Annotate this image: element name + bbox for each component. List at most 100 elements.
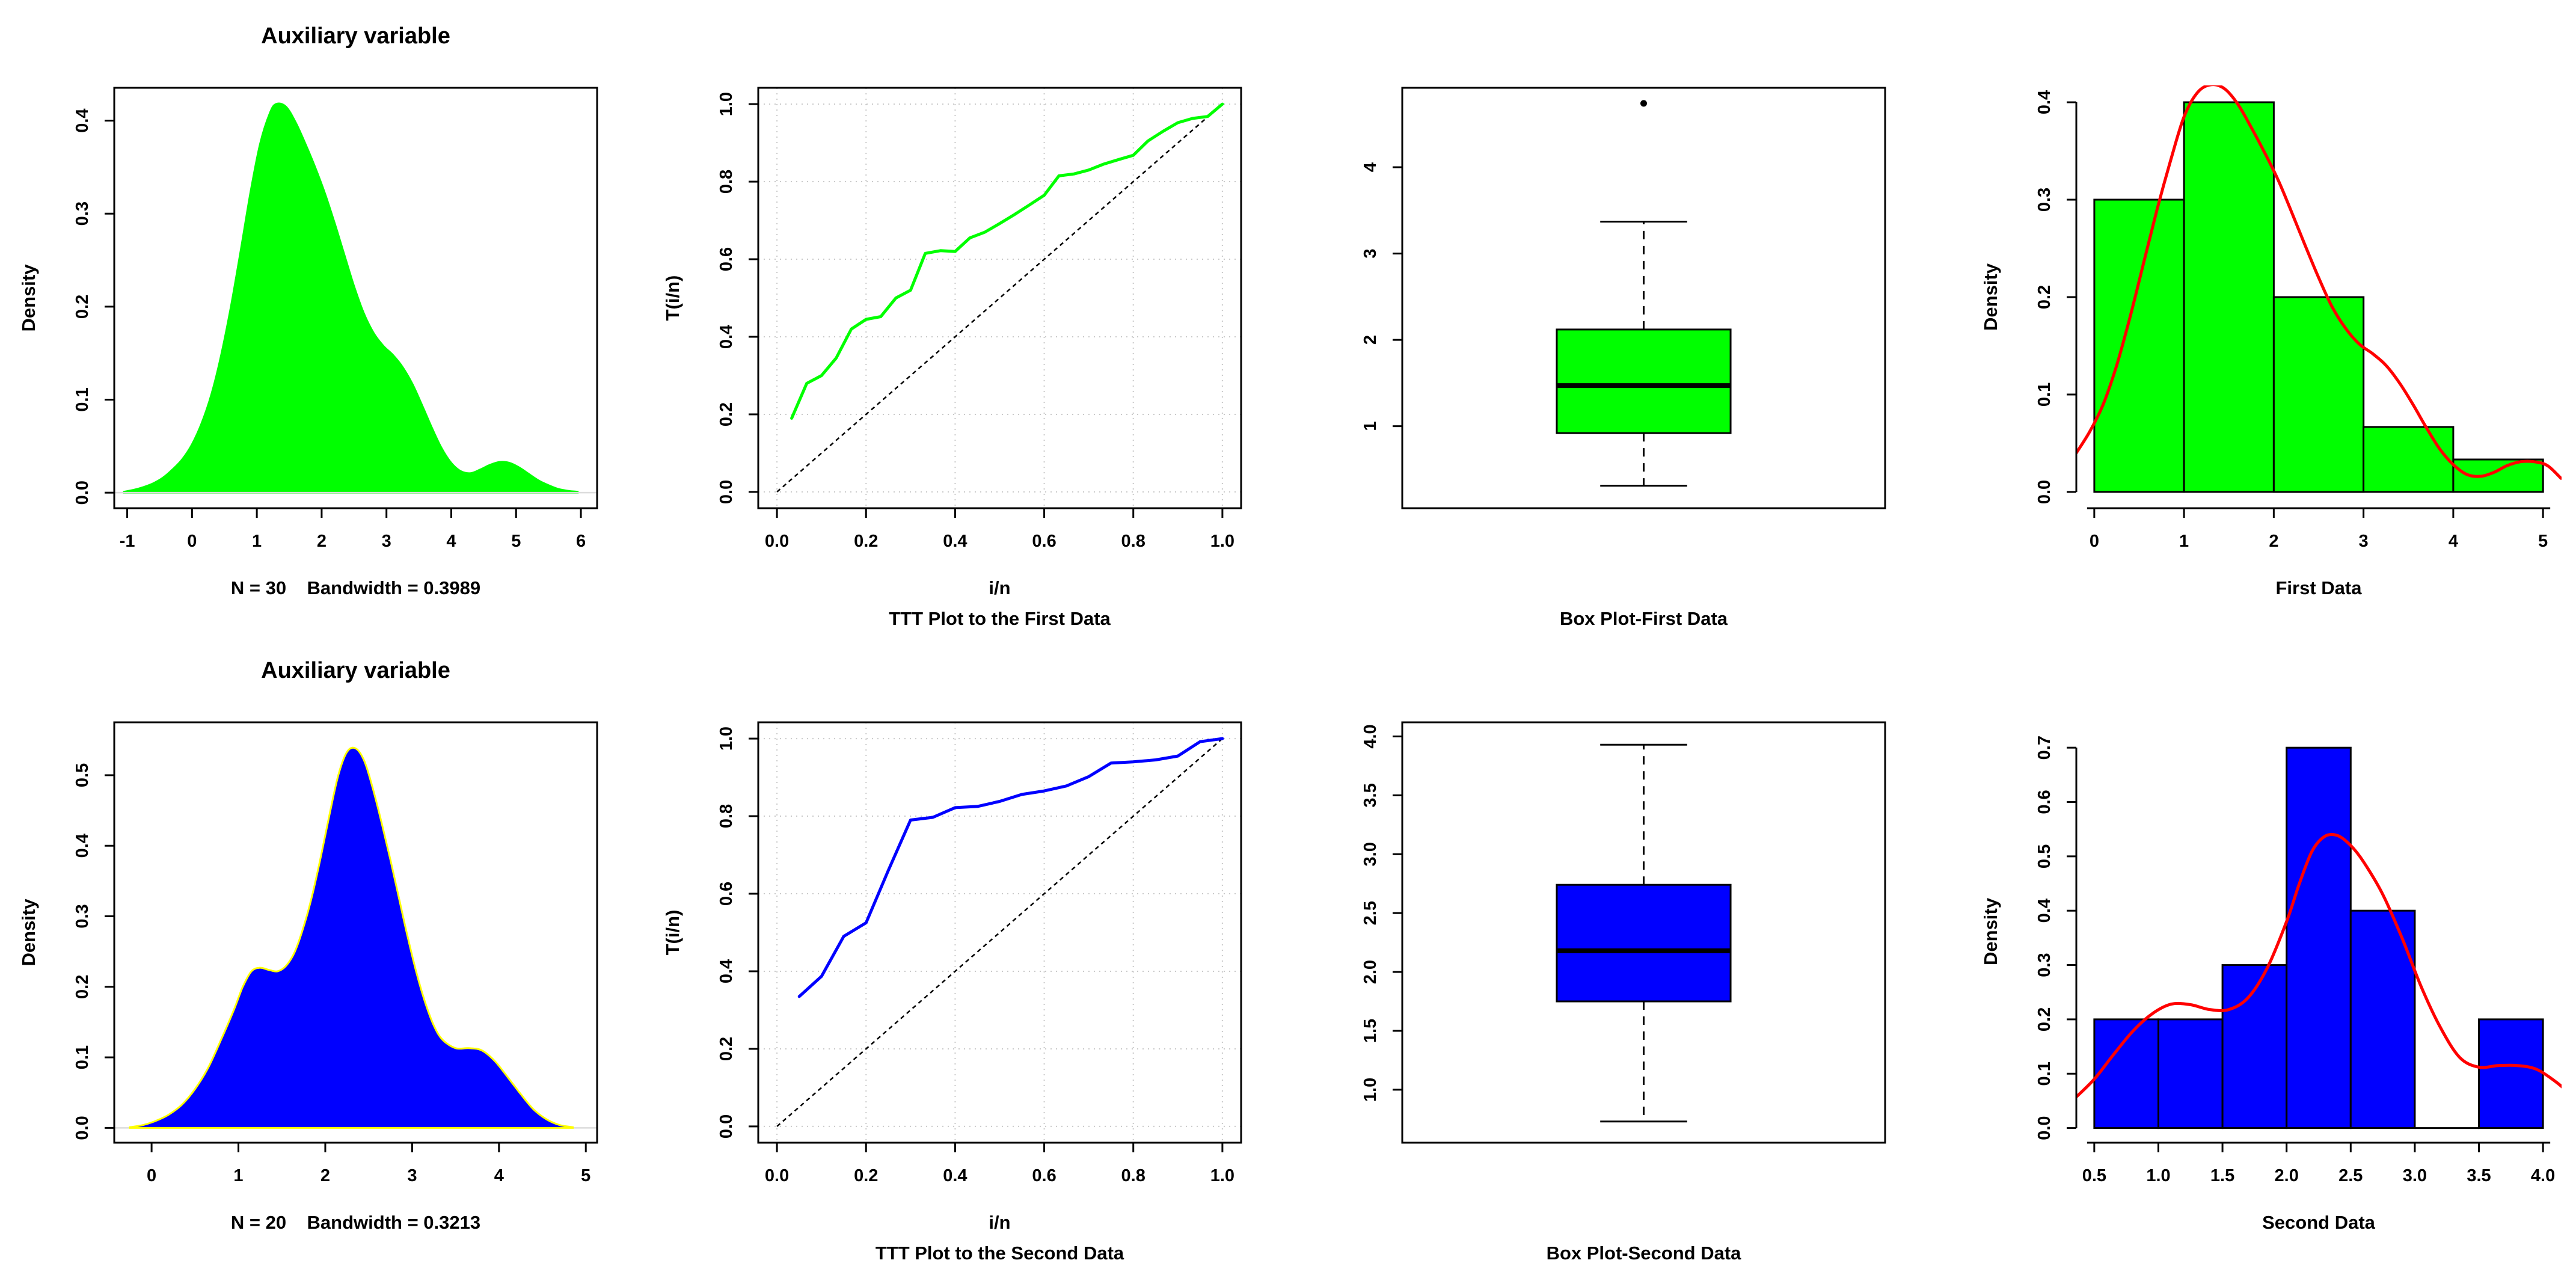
x-tick-label: 0: [2090, 532, 2099, 551]
panel-density-second: 0 1 2 3 4 5 0.0 0.1 0.2 0.3 0.4 0.5 Auxiliary variab…: [0, 634, 644, 1269]
y-tick-label: 0.4: [73, 108, 92, 132]
y-axis-label: Density: [18, 899, 39, 966]
box-plot-second-data: 1.0 1.5 2.0 2.5 3.0 3.5 4.0 Box Plot-Second Dat…: [1361, 721, 1886, 1264]
box-first-chart: 1 2 3 4 Box Plot-First Data: [1361, 87, 1886, 629]
x-tick-label: 2: [320, 1166, 330, 1185]
x-tick-label: 0.2: [854, 532, 878, 551]
x-tick-label: 4: [2449, 532, 2458, 551]
x-tick-label: 0: [187, 532, 197, 551]
x-axis-label: i/n: [989, 1212, 1010, 1233]
y-tick-label: 0.6: [717, 882, 736, 906]
kernel-density-plot-second-data: 0 1 2 3 4 5 0.0 0.1 0.2 0.3 0.4 0.5 Auxiliary variab…: [18, 658, 598, 1233]
y-tick-label: 0.8: [717, 804, 736, 828]
y-tick-label: 0.3: [73, 201, 92, 226]
histogram-bar: [2157, 1018, 2224, 1129]
histogram-second-data: 0.5 1.0 1.5 2.0 2.5 3.0 3.5 4.0 0.0 0.1 0.2 0.3 0.4 0…: [1980, 736, 2562, 1233]
x-tick-label: 3: [382, 532, 391, 551]
panel-box-first: 1 2 3 4 Box Plot-First Data: [1288, 0, 1932, 634]
panel-title: Auxiliary variable: [261, 658, 450, 683]
x-tick-label: 4: [494, 1166, 504, 1185]
x-tick-label: 3.0: [2403, 1166, 2427, 1185]
kde-curve: [2076, 85, 2562, 480]
y-tick-label: 0.4: [73, 834, 92, 858]
y-tick-label: 2.5: [1361, 901, 1380, 925]
plot-frame: [749, 721, 1242, 1152]
x-tick-label: 4.0: [2531, 1166, 2555, 1185]
kde-curve: [2076, 832, 2562, 1100]
y-axis-label: Density: [1980, 897, 2001, 965]
y-tick-label: 0.1: [2035, 383, 2054, 407]
diagonal-reference-line: [776, 103, 1223, 493]
y-tick-label: 0.0: [2035, 1116, 2054, 1140]
plot-frame: [749, 87, 1242, 518]
x-tick-label: 0.8: [1121, 1166, 1145, 1185]
histogram-bars: [2093, 101, 2544, 493]
y-tick-label: 0.0: [73, 481, 92, 505]
density-area: [129, 746, 574, 1129]
y-tick-label: 0.5: [2035, 844, 2054, 868]
ttt-curve: [797, 737, 1224, 998]
iqr-box: [1556, 883, 1732, 1003]
y-tick-label: 2: [1361, 335, 1380, 345]
y-axis-label: Density: [1980, 263, 2001, 331]
y-tick-label: 1.0: [717, 92, 736, 116]
y-tick-label: 0.2: [2035, 285, 2054, 309]
histogram-bar: [2272, 296, 2365, 493]
x-tick-label: 1: [233, 1166, 243, 1185]
density-first-chart: -1 0 1 2 3 4 5 6 0.0 0.1 0.2 0.3 0.4 Auxiliary variab…: [18, 23, 598, 598]
sub-caption: TTT Plot to the First Data: [889, 608, 1111, 629]
ttt-plot-first-data: 0.0 0.2 0.4 0.6 0.8 1.0 0.0 0.2 0.4 0.6 0.8 1.0 i/n T…: [662, 87, 1242, 629]
box-caption: Box Plot-Second Data: [1547, 1243, 1742, 1264]
y-tick-label: 1: [1361, 422, 1380, 431]
y-tick-label: 4: [1361, 162, 1380, 172]
diagonal-reference-line: [776, 738, 1223, 1127]
y-tick-label: 1.0: [717, 727, 736, 751]
x-tick-label: 2.0: [2275, 1166, 2299, 1185]
box-whiskers: [1600, 220, 1687, 487]
x-tick-label: 3: [2359, 532, 2369, 551]
x-tick-label: 3: [407, 1166, 417, 1185]
y-tick-label: 0.3: [2035, 188, 2054, 212]
density-second-chart: 0 1 2 3 4 5 0.0 0.1 0.2 0.3 0.4 0.5 Auxiliary variab…: [18, 658, 598, 1233]
axis-labels: 1 2 3 4 Box Plot-First Data: [1361, 162, 1728, 629]
box-caption: Box Plot-First Data: [1560, 608, 1728, 629]
y-tick-label: 3.0: [1361, 842, 1380, 866]
x-tick-label: 5: [581, 1166, 590, 1185]
y-tick-label: 1.5: [1361, 1019, 1380, 1043]
iqr-box: [1556, 328, 1732, 434]
x-tick-label: 0.6: [1032, 1166, 1056, 1185]
x-tick-label: 0.4: [943, 1166, 967, 1185]
y-tick-label: 0.0: [717, 480, 736, 504]
histogram-bars: [2093, 746, 2544, 1129]
density-area: [123, 102, 579, 494]
x-tick-label: 1.0: [2146, 1166, 2170, 1185]
y-tick-label: 0.4: [2035, 899, 2054, 923]
sub-caption: TTT Plot to the Second Data: [876, 1243, 1124, 1264]
y-tick-label: 0.4: [2035, 90, 2054, 114]
kernel-density-plot-first-data: -1 0 1 2 3 4 5 6 0.0 0.1 0.2 0.3 0.4 Auxiliary variab…: [18, 23, 598, 598]
x-tick-label: 0.2: [854, 1166, 878, 1185]
x-tick-label: 0.0: [765, 532, 789, 551]
panel-hist-first: 0 1 2 3 4 5 0.0 0.1 0.2 0.3 0.4 First Data Density: [1932, 0, 2576, 634]
x-axis-label: i/n: [989, 577, 1010, 598]
x-tick-label: 5: [511, 532, 521, 551]
ttt-curve: [790, 102, 1224, 420]
x-axis-label: N = 30 Bandwidth = 0.3989: [231, 577, 480, 598]
y-tick-label: 0.2: [73, 295, 92, 319]
y-tick-label: 0.2: [2035, 1007, 2054, 1031]
hist-first-chart: 0 1 2 3 4 5 0.0 0.1 0.2 0.3 0.4 First Data Density: [1980, 85, 2562, 598]
histogram-bar: [2183, 101, 2275, 493]
plot-frame: [105, 721, 598, 1152]
histogram-bar: [2093, 198, 2185, 493]
plot-frame: [1393, 87, 1886, 509]
x-tick-label: 1: [2179, 532, 2189, 551]
axes: [2067, 101, 2551, 518]
y-tick-label: 0.4: [717, 959, 736, 983]
x-axis-label: N = 20 Bandwidth = 0.3213: [231, 1212, 480, 1233]
x-axis-label: First Data: [2276, 577, 2363, 598]
axis-labels: 0.5 1.0 1.5 2.0 2.5 3.0 3.5 4.0 0.0 0.1 0.2 0.3 0.4 0…: [1980, 736, 2555, 1233]
x-tick-label: 4: [446, 532, 456, 551]
y-tick-label: 0.1: [2035, 1062, 2054, 1086]
y-tick-label: 3.5: [1361, 783, 1380, 807]
x-axis-label: Second Data: [2262, 1212, 2376, 1233]
